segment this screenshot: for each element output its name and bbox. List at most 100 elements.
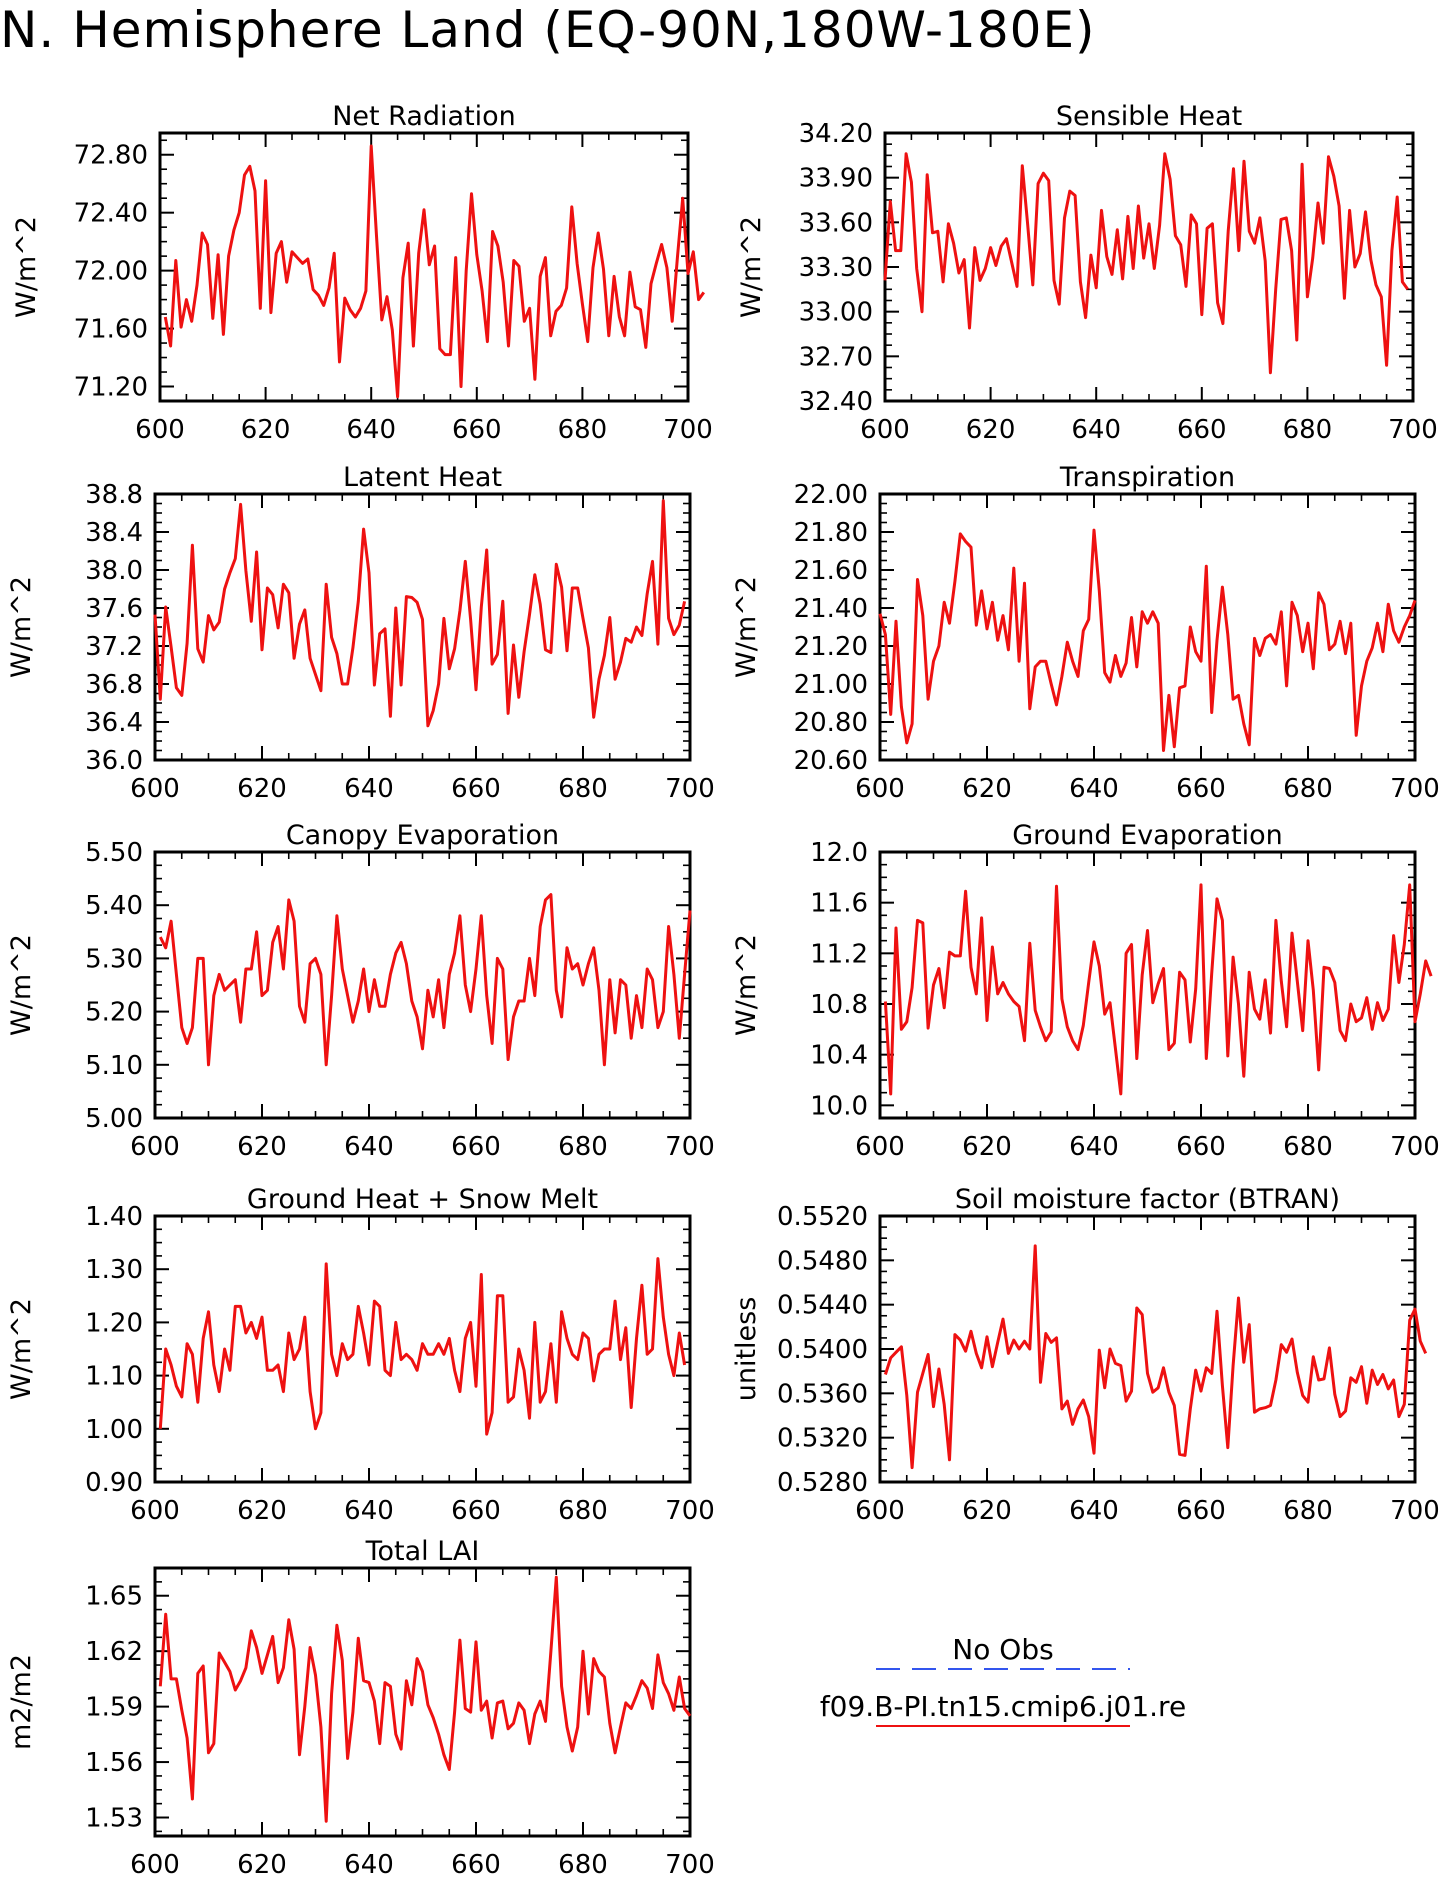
x-tick-label: 620 [237,774,287,804]
y-tick-label: 22.00 [794,480,868,510]
y-tick-label: 0.90 [85,1468,143,1498]
y-tick-label: 21.60 [794,556,868,586]
plot-frame [153,1566,692,1838]
x-tick-label: 660 [451,1850,501,1880]
y-tick-label: 1.30 [85,1255,143,1285]
y-tick-label: 34.20 [799,119,873,149]
y-tick-label: 72.00 [74,257,148,287]
x-tick-label: 600 [855,1132,905,1162]
x-tick-label: 640 [346,415,396,445]
x-tick-label: 660 [451,774,501,804]
y-tick-label: 0.5280 [777,1468,868,1498]
x-tick-label: 620 [237,1132,287,1162]
x-tick-label: 620 [962,1496,1012,1526]
y-axis-label: W/m^2 [731,934,762,1036]
x-tick-label: 600 [855,774,905,804]
x-tick-label: 600 [130,1132,180,1162]
y-tick-label: 21.80 [794,518,868,548]
y-tick-label: 5.40 [85,891,143,921]
y-tick-label: 33.30 [799,253,873,283]
x-tick-label: 620 [966,415,1016,445]
x-tick-label: 700 [665,774,715,804]
y-tick-label: 38.4 [85,518,143,548]
y-axis-label: W/m^2 [6,1298,37,1400]
y-tick-label: 5.30 [85,944,143,974]
legend-label-obs: No Obs [952,1633,1053,1666]
x-tick-label: 600 [130,1850,180,1880]
y-tick-label: 71.20 [74,373,148,403]
x-tick-label: 700 [1388,415,1438,445]
y-tick-label: 72.80 [74,141,148,171]
y-tick-label: 5.00 [85,1104,143,1134]
y-axis-label: W/m^2 [11,216,42,318]
y-tick-label: 0.5480 [777,1246,868,1276]
chart-sensible-heat: Sensible Heat W/m^2 600 620 640 660 680 700 32.4… [736,101,1438,445]
y-tick-label: 36.4 [85,708,143,738]
y-tick-label: 71.60 [74,315,148,345]
x-tick-label: 620 [237,1496,287,1526]
x-tick-label: 700 [1390,1496,1440,1526]
x-tick-label: 600 [135,415,185,445]
x-tick-label: 660 [1176,774,1226,804]
x-tick-label: 680 [558,1850,608,1880]
x-tick-label: 600 [860,415,910,445]
y-tick-label: 11.2 [810,939,868,969]
y-tick-label: 38.0 [85,556,143,586]
x-tick-label: 640 [344,1496,394,1526]
x-tick-label: 680 [1283,1496,1333,1526]
x-tick-label: 680 [1283,1132,1333,1162]
y-tick-label: 1.56 [85,1748,143,1778]
series-line [163,144,706,399]
x-tick-label: 680 [558,415,608,445]
y-tick-label: 32.70 [799,342,873,372]
panel-title: Sensible Heat [1056,101,1242,132]
x-tick-label: 660 [1176,1496,1226,1526]
y-tick-label: 32.40 [799,387,873,417]
x-tick-label: 680 [1283,774,1333,804]
y-tick-label: 21.00 [794,670,868,700]
y-axis-label: m2/m2 [6,1654,37,1750]
y-tick-label: 1.10 [85,1362,143,1392]
x-tick-label: 660 [451,1496,501,1526]
x-tick-label: 620 [241,415,291,445]
y-axis-label: unitless [731,1297,762,1402]
y-tick-label: 1.65 [85,1582,143,1612]
y-tick-label: 1.00 [85,1415,143,1445]
x-tick-label: 660 [452,415,502,445]
y-tick-label: 33.00 [799,298,873,328]
x-tick-label: 700 [665,1850,715,1880]
chart-ground-heat-snow-melt: Ground Heat + Snow Melt W/m^2 600 620 640 660… [6,1184,715,1526]
y-tick-label: 38.8 [85,480,143,510]
x-tick-label: 600 [130,774,180,804]
x-tick-label: 640 [344,1132,394,1162]
chart-net-radiation: Net Radiation W/m^2 600 620 640 660 680 700 71.2… [11,101,713,445]
y-tick-label: 0.5520 [777,1202,868,1232]
y-axis-label: W/m^2 [731,576,762,678]
y-tick-label: 72.40 [74,199,148,229]
series-line [883,1244,1428,1470]
y-tick-label: 10.4 [810,1041,868,1071]
y-axis-label: W/m^2 [6,576,37,678]
y-tick-label: 11.6 [810,889,868,919]
y-tick-label: 10.0 [810,1091,868,1121]
y-tick-label: 5.10 [85,1051,143,1081]
panel-title: Canopy Evaporation [286,820,559,851]
y-tick-label: 37.2 [85,632,143,662]
plot-frame [878,1214,1417,1484]
series-line [158,1575,692,1823]
panel-title: Ground Evaporation [1012,820,1283,851]
y-tick-label: 21.40 [794,594,868,624]
x-tick-label: 600 [855,1496,905,1526]
chart-ground-evaporation: Ground Evaporation W/m^2 600 620 640 660 680 70… [731,820,1440,1162]
x-tick-label: 600 [130,1496,180,1526]
y-tick-label: 0.5400 [777,1335,868,1365]
chart-latent-heat: Latent Heat W/m^2 600 620 640 660 680 700 36.0 36… [6,462,715,804]
x-tick-label: 700 [1390,774,1440,804]
x-tick-label: 680 [558,1132,608,1162]
panel-title: Transpiration [1059,462,1235,493]
x-tick-label: 700 [665,1132,715,1162]
y-tick-label: 20.80 [794,708,868,738]
x-tick-label: 660 [451,1132,501,1162]
series-line [883,883,1433,1096]
